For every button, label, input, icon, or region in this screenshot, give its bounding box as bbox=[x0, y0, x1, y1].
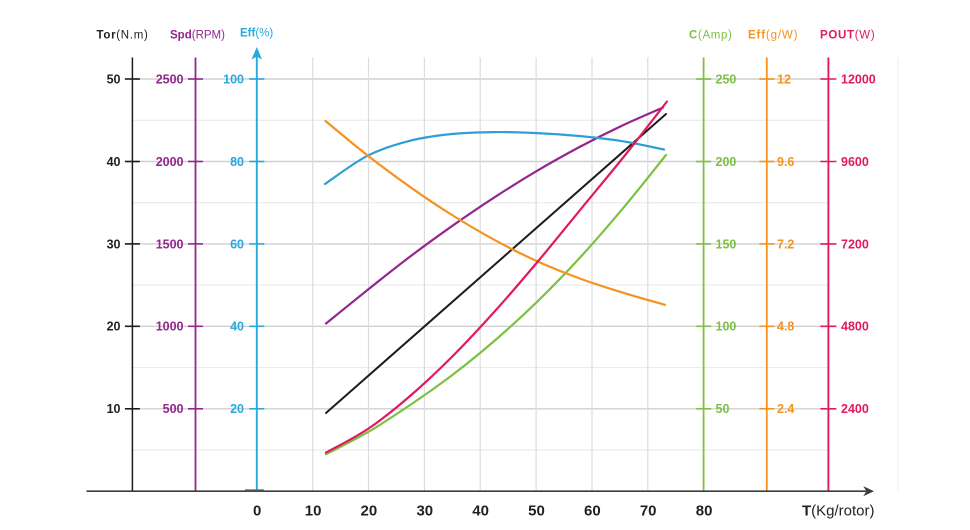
svg-text:60: 60 bbox=[584, 502, 601, 519]
svg-text:50: 50 bbox=[528, 502, 545, 519]
svg-text:4.8: 4.8 bbox=[777, 320, 794, 334]
svg-text:Eff(%): Eff(%) bbox=[240, 28, 273, 40]
svg-text:200: 200 bbox=[716, 155, 737, 169]
svg-text:100: 100 bbox=[223, 72, 244, 86]
svg-text:2.4: 2.4 bbox=[777, 402, 794, 416]
svg-text:60: 60 bbox=[230, 237, 244, 251]
svg-text:C(Amp): C(Amp) bbox=[689, 30, 733, 42]
svg-text:12000: 12000 bbox=[841, 72, 876, 86]
svg-text:30: 30 bbox=[107, 237, 121, 251]
svg-text:50: 50 bbox=[107, 72, 121, 86]
svg-text:10: 10 bbox=[107, 402, 121, 416]
svg-text:80: 80 bbox=[230, 155, 244, 169]
svg-text:40: 40 bbox=[472, 502, 489, 519]
svg-text:4800: 4800 bbox=[841, 320, 869, 334]
svg-text:POUT(W): POUT(W) bbox=[820, 30, 875, 42]
svg-text:1000: 1000 bbox=[156, 320, 184, 334]
svg-text:80: 80 bbox=[696, 502, 713, 519]
svg-text:250: 250 bbox=[716, 72, 737, 86]
svg-text:2400: 2400 bbox=[841, 402, 869, 416]
svg-text:2500: 2500 bbox=[156, 72, 184, 86]
svg-text:150: 150 bbox=[716, 237, 737, 251]
svg-text:100: 100 bbox=[716, 320, 737, 334]
svg-text:Tor(N.m): Tor(N.m) bbox=[97, 30, 149, 42]
svg-text:Spd(RPM): Spd(RPM) bbox=[170, 30, 225, 42]
svg-text:70: 70 bbox=[640, 502, 657, 519]
svg-text:10: 10 bbox=[305, 502, 322, 519]
svg-text:20: 20 bbox=[361, 502, 378, 519]
svg-text:40: 40 bbox=[230, 320, 244, 334]
svg-text:T(Kg/rotor): T(Kg/rotor) bbox=[802, 502, 875, 519]
svg-text:7.2: 7.2 bbox=[777, 237, 794, 251]
svg-text:9.6: 9.6 bbox=[777, 155, 794, 169]
svg-text:Eff(g/W): Eff(g/W) bbox=[748, 30, 798, 42]
svg-text:500: 500 bbox=[163, 402, 184, 416]
svg-text:1500: 1500 bbox=[156, 237, 184, 251]
svg-text:7200: 7200 bbox=[841, 237, 869, 251]
svg-text:20: 20 bbox=[230, 402, 244, 416]
svg-text:9600: 9600 bbox=[841, 155, 869, 169]
svg-text:30: 30 bbox=[416, 502, 433, 519]
svg-text:20: 20 bbox=[107, 320, 121, 334]
svg-text:0: 0 bbox=[253, 502, 261, 519]
svg-text:50: 50 bbox=[716, 402, 730, 416]
svg-text:2000: 2000 bbox=[156, 155, 184, 169]
svg-text:40: 40 bbox=[107, 155, 121, 169]
svg-text:12: 12 bbox=[777, 72, 791, 86]
